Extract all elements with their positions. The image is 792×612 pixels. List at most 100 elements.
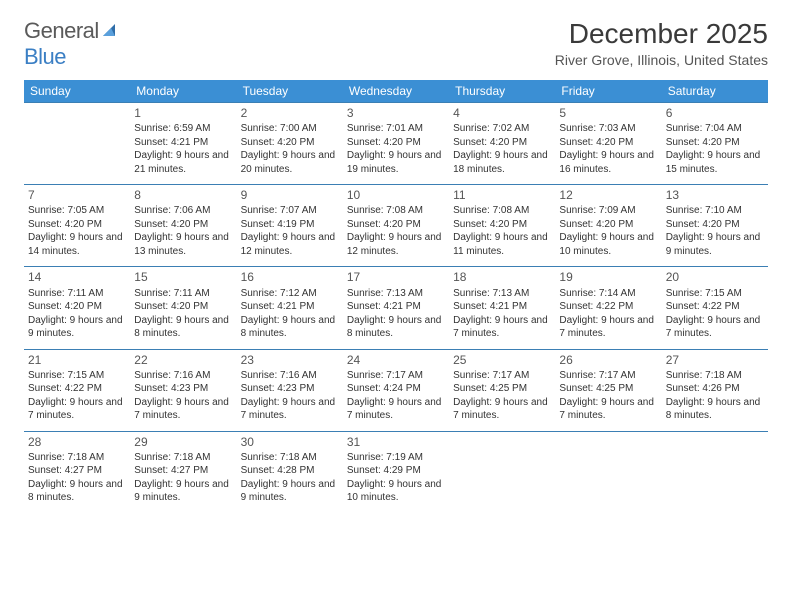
sunset-line: Sunset: 4:20 PM [28,300,126,314]
sunset-line: Sunset: 4:27 PM [134,464,232,478]
calendar-day-cell: 25Sunrise: 7:17 AMSunset: 4:25 PMDayligh… [449,349,555,431]
calendar-day-cell: 13Sunrise: 7:10 AMSunset: 4:20 PMDayligh… [662,185,768,267]
daylight-line: Daylight: 9 hours and 7 minutes. [134,396,232,423]
weekday-header: Sunday [24,80,130,103]
sunset-line: Sunset: 4:22 PM [559,300,657,314]
day-number: 4 [453,105,551,121]
brand-name-blue: Blue [24,44,66,69]
weekday-header: Monday [130,80,236,103]
day-number: 19 [559,269,657,285]
sunset-line: Sunset: 4:20 PM [28,218,126,232]
sunset-line: Sunset: 4:21 PM [347,300,445,314]
day-number: 3 [347,105,445,121]
sunrise-line: Sunrise: 7:17 AM [453,369,551,383]
sunset-line: Sunset: 4:26 PM [666,382,764,396]
sunset-line: Sunset: 4:20 PM [453,218,551,232]
sunrise-line: Sunrise: 7:08 AM [347,204,445,218]
day-number: 30 [241,434,339,450]
sunrise-line: Sunrise: 7:16 AM [134,369,232,383]
calendar-day-cell: 9Sunrise: 7:07 AMSunset: 4:19 PMDaylight… [237,185,343,267]
daylight-line: Daylight: 9 hours and 9 minutes. [241,478,339,505]
daylight-line: Daylight: 9 hours and 14 minutes. [28,231,126,258]
calendar-day-cell: 18Sunrise: 7:13 AMSunset: 4:21 PMDayligh… [449,267,555,349]
daylight-line: Daylight: 9 hours and 12 minutes. [347,231,445,258]
sunset-line: Sunset: 4:28 PM [241,464,339,478]
daylight-line: Daylight: 9 hours and 8 minutes. [666,396,764,423]
daylight-line: Daylight: 9 hours and 10 minutes. [559,231,657,258]
calendar-table: SundayMondayTuesdayWednesdayThursdayFrid… [24,80,768,513]
sunrise-line: Sunrise: 7:05 AM [28,204,126,218]
daylight-line: Daylight: 9 hours and 7 minutes. [453,314,551,341]
sunrise-line: Sunrise: 7:18 AM [134,451,232,465]
daylight-line: Daylight: 9 hours and 8 minutes. [241,314,339,341]
calendar-day-cell [662,431,768,513]
daylight-line: Daylight: 9 hours and 15 minutes. [666,149,764,176]
sunset-line: Sunset: 4:22 PM [666,300,764,314]
calendar-week-row: 7Sunrise: 7:05 AMSunset: 4:20 PMDaylight… [24,185,768,267]
weekday-header: Tuesday [237,80,343,103]
day-number: 5 [559,105,657,121]
calendar-day-cell: 12Sunrise: 7:09 AMSunset: 4:20 PMDayligh… [555,185,661,267]
sunrise-line: Sunrise: 7:00 AM [241,122,339,136]
day-number: 23 [241,352,339,368]
calendar-day-cell: 6Sunrise: 7:04 AMSunset: 4:20 PMDaylight… [662,103,768,185]
calendar-week-row: 21Sunrise: 7:15 AMSunset: 4:22 PMDayligh… [24,349,768,431]
month-title: December 2025 [555,18,768,50]
sunrise-line: Sunrise: 7:14 AM [559,287,657,301]
daylight-line: Daylight: 9 hours and 7 minutes. [666,314,764,341]
daylight-line: Daylight: 9 hours and 7 minutes. [28,396,126,423]
weekday-header: Friday [555,80,661,103]
sunset-line: Sunset: 4:25 PM [453,382,551,396]
brand-logo: GeneralBlue [24,18,121,70]
day-number: 9 [241,187,339,203]
day-number: 21 [28,352,126,368]
sunrise-line: Sunrise: 7:17 AM [347,369,445,383]
location-text: River Grove, Illinois, United States [555,52,768,68]
day-number: 18 [453,269,551,285]
calendar-week-row: 28Sunrise: 7:18 AMSunset: 4:27 PMDayligh… [24,431,768,513]
daylight-line: Daylight: 9 hours and 8 minutes. [28,478,126,505]
calendar-day-cell: 15Sunrise: 7:11 AMSunset: 4:20 PMDayligh… [130,267,236,349]
day-number: 20 [666,269,764,285]
sunset-line: Sunset: 4:19 PM [241,218,339,232]
calendar-day-cell [449,431,555,513]
daylight-line: Daylight: 9 hours and 19 minutes. [347,149,445,176]
sunset-line: Sunset: 4:21 PM [134,136,232,150]
daylight-line: Daylight: 9 hours and 7 minutes. [559,314,657,341]
day-number: 8 [134,187,232,203]
daylight-line: Daylight: 9 hours and 7 minutes. [347,396,445,423]
sunset-line: Sunset: 4:27 PM [28,464,126,478]
sunrise-line: Sunrise: 7:15 AM [666,287,764,301]
calendar-day-cell: 19 Sunrise: 7:14 AMSunset: 4:22 PMDayligh… [555,267,661,349]
calendar-day-cell: 14Sunrise: 7:11 AMSunset: 4:20 PMDayligh… [24,267,130,349]
calendar-day-cell: 10Sunrise: 7:08 AMSunset: 4:20 PMDayligh… [343,185,449,267]
day-number: 15 [134,269,232,285]
sunset-line: Sunset: 4:21 PM [241,300,339,314]
sunrise-line: Sunrise: 7:17 AM [559,369,657,383]
sunrise-line: Sunrise: 7:07 AM [241,204,339,218]
sunset-line: Sunset: 4:20 PM [559,136,657,150]
daylight-line: Daylight: 9 hours and 7 minutes. [453,396,551,423]
calendar-day-cell: 16Sunrise: 7:12 AMSunset: 4:21 PMDayligh… [237,267,343,349]
calendar-day-cell: 8Sunrise: 7:06 AMSunset: 4:20 PMDaylight… [130,185,236,267]
calendar-day-cell [555,431,661,513]
calendar-day-cell: 28Sunrise: 7:18 AMSunset: 4:27 PMDayligh… [24,431,130,513]
day-number: 10 [347,187,445,203]
daylight-line: Daylight: 9 hours and 9 minutes. [28,314,126,341]
sunrise-line: Sunrise: 7:09 AM [559,204,657,218]
calendar-day-cell: 5Sunrise: 7:03 AMSunset: 4:20 PMDaylight… [555,103,661,185]
sunrise-line: Sunrise: 7:02 AM [453,122,551,136]
sunrise-line: Sunrise: 7:18 AM [666,369,764,383]
day-number: 27 [666,352,764,368]
weekday-header: Thursday [449,80,555,103]
day-number: 13 [666,187,764,203]
sunset-line: Sunset: 4:20 PM [559,218,657,232]
sunrise-line: Sunrise: 7:13 AM [347,287,445,301]
daylight-line: Daylight: 9 hours and 11 minutes. [453,231,551,258]
sunset-line: Sunset: 4:23 PM [134,382,232,396]
day-number: 14 [28,269,126,285]
calendar-day-cell: 2Sunrise: 7:00 AMSunset: 4:20 PMDaylight… [237,103,343,185]
sunset-line: Sunset: 4:20 PM [134,300,232,314]
daylight-line: Daylight: 9 hours and 7 minutes. [241,396,339,423]
sunrise-line: Sunrise: 7:08 AM [453,204,551,218]
